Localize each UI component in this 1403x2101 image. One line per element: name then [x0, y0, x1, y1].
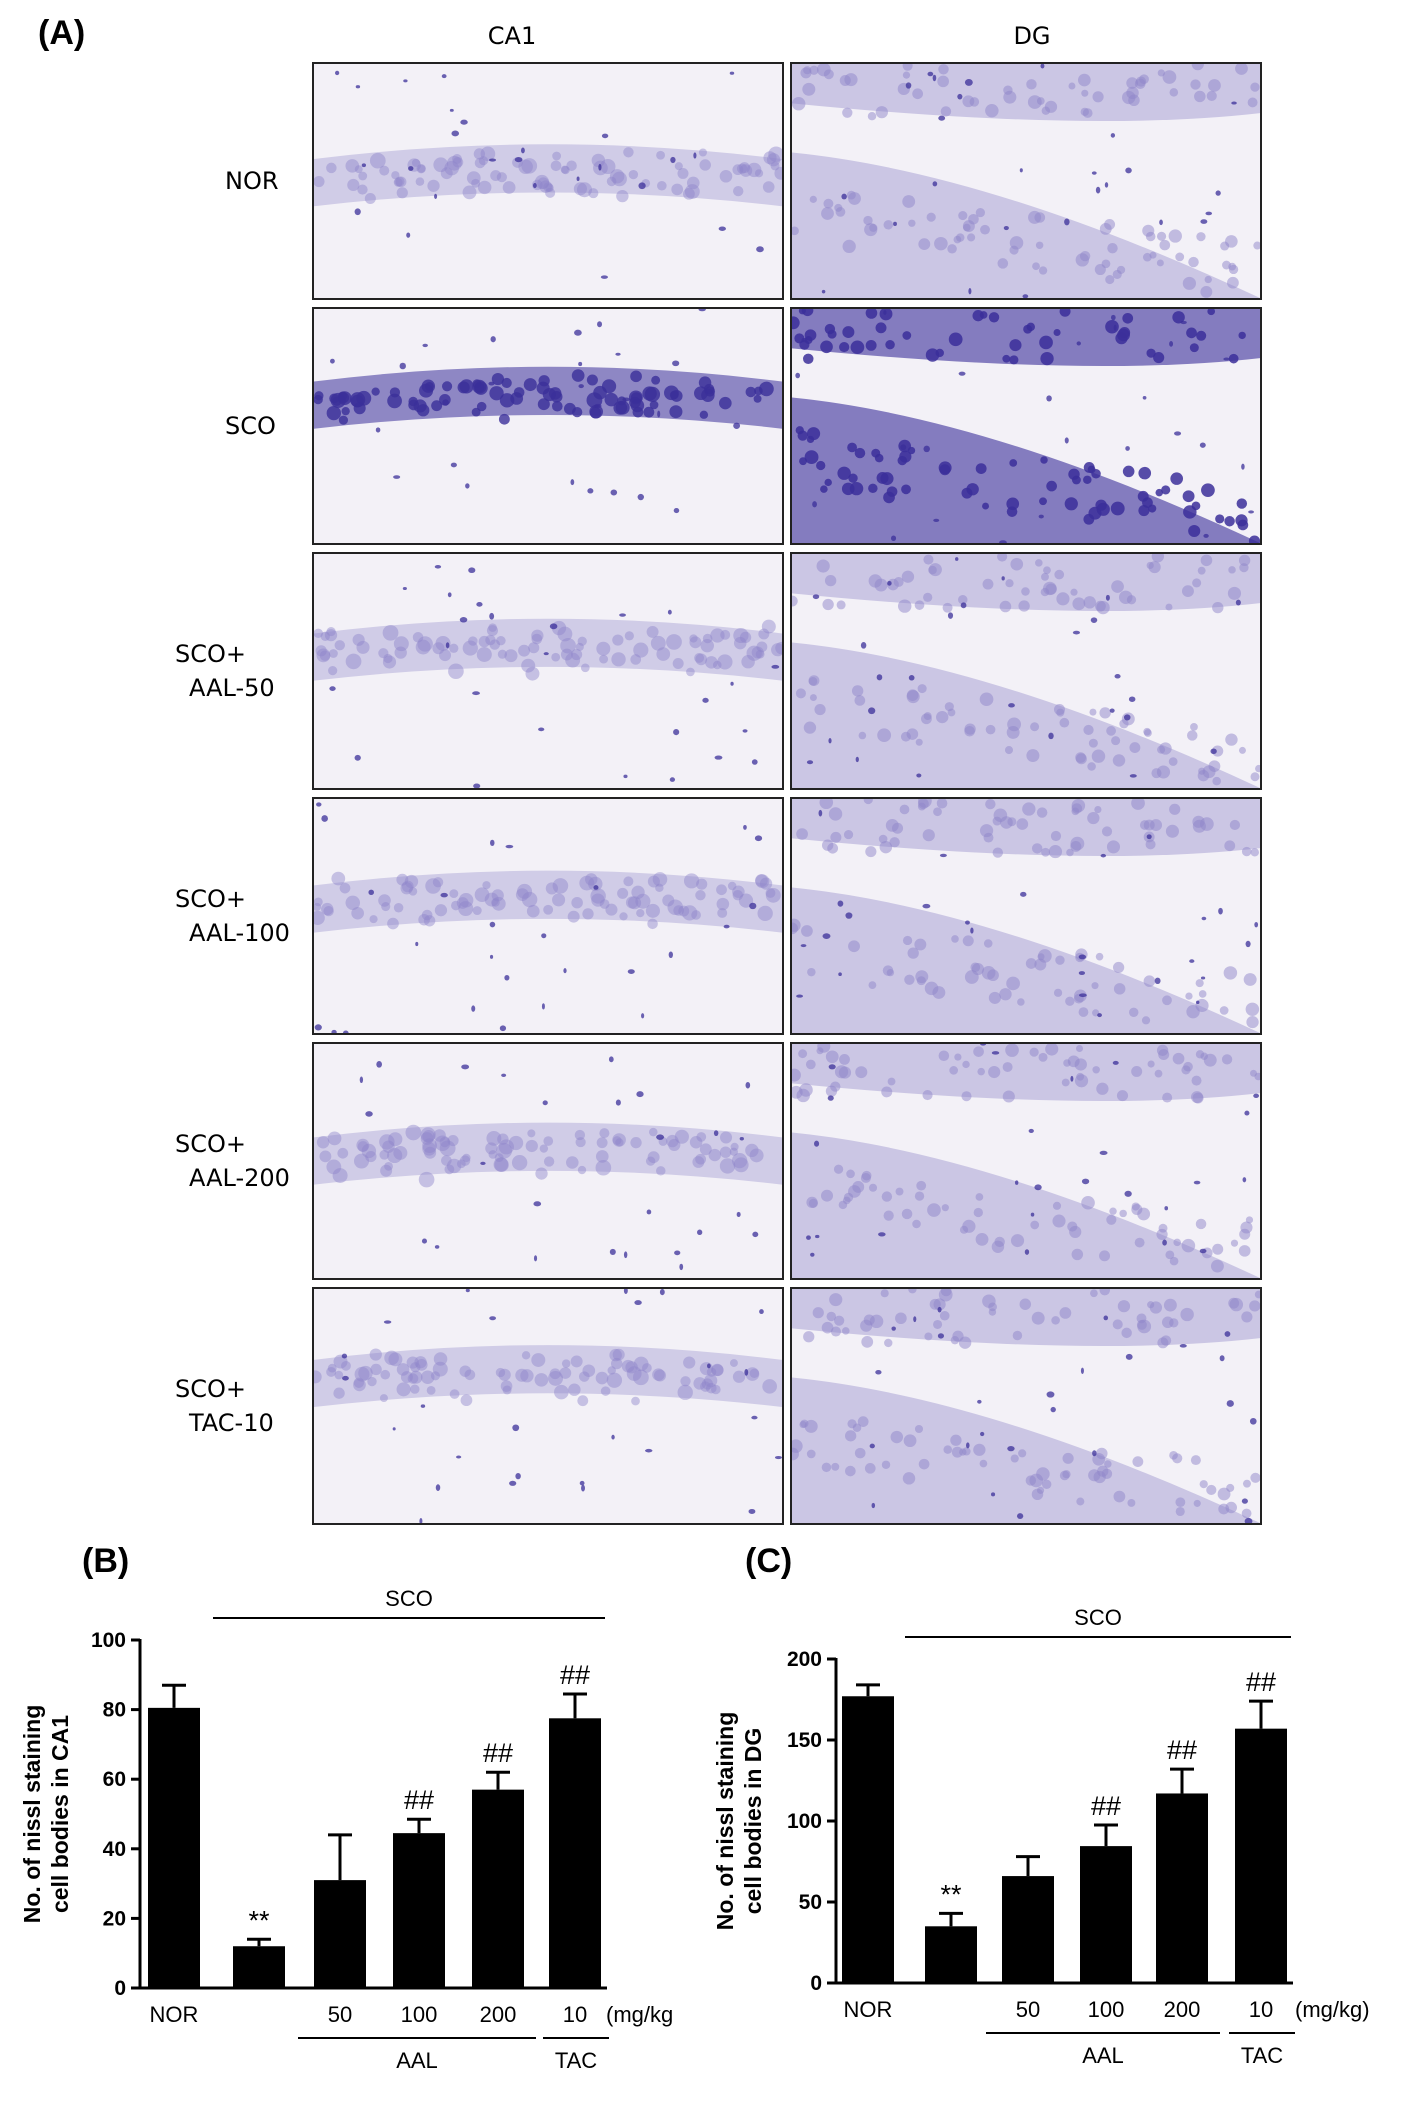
- micrograph-dg-5: [790, 1287, 1262, 1525]
- y-tick-label: 20: [103, 1907, 126, 1930]
- x-tick-label: 200: [480, 2002, 517, 2027]
- column-header-dg: DG: [1013, 22, 1051, 50]
- row-label-5: SCO+ TAC-10: [175, 1372, 315, 1440]
- row-label-line1: SCO: [225, 412, 276, 440]
- significance-mark: ##: [483, 1738, 513, 1768]
- chart-nissl-ca1: 0 20 40 60 80 100 No. of nissl staining cell bo…: [0, 1570, 700, 2096]
- bar: [472, 1789, 524, 1988]
- row-label-line1: SCO+: [175, 1130, 246, 1158]
- panel-a-letter: (A): [38, 14, 86, 52]
- row-label-2: SCO+ AAL-50: [175, 637, 315, 705]
- bar: [1080, 1846, 1132, 1983]
- bar: [1235, 1728, 1287, 1983]
- bar: [393, 1833, 445, 1988]
- micrograph-dg-1: [790, 307, 1262, 545]
- row-label-line2: AAL-100: [189, 919, 290, 947]
- row-label-1: SCO: [225, 409, 365, 443]
- y-tick-label: 60: [103, 1768, 126, 1791]
- micrograph-dg-4: [790, 1042, 1262, 1280]
- row-label-3: SCO+ AAL-100: [175, 882, 315, 950]
- x-tick-label: NOR: [150, 2002, 199, 2027]
- micrograph-ca1-4: [312, 1042, 784, 1280]
- micrograph-ca1-5: [312, 1287, 784, 1525]
- chart-nissl-dg: 0 50 100 150 200 No. of nissl staining cell bo…: [700, 1570, 1403, 2096]
- bar: [925, 1926, 977, 1983]
- unit-label: (mg/kg: [606, 2002, 673, 2027]
- row-label-line1: NOR: [225, 167, 279, 195]
- row-label-line1: SCO+: [175, 640, 246, 668]
- unit-label: (mg/kg): [1295, 1997, 1370, 2022]
- x-tick-label: NOR: [844, 1997, 893, 2022]
- row-label-line1: SCO+: [175, 885, 246, 913]
- x-tick-label: 10: [563, 2002, 587, 2027]
- micrograph-dg-3: [790, 797, 1262, 1035]
- row-label-line2: AAL-50: [189, 674, 275, 702]
- bar: [549, 1718, 601, 1988]
- row-label-line2: TAC-10: [189, 1409, 274, 1437]
- y-tick-label: 100: [787, 1810, 822, 1833]
- x-tick-label: 100: [1088, 1997, 1125, 2022]
- x-tick-label: 50: [1016, 1997, 1040, 2022]
- significance-mark: ##: [1091, 1791, 1121, 1821]
- row-label-4: SCO+ AAL-200: [175, 1127, 315, 1195]
- y-tick-label: 150: [787, 1729, 822, 1752]
- x-tick-label: 200: [1164, 1997, 1201, 2022]
- sco-group-label: SCO: [385, 1586, 433, 1611]
- y-tick-label: 80: [103, 1699, 126, 1722]
- y-tick-label: 200: [787, 1648, 822, 1671]
- y-axis-label-line2: cell bodies in DG: [740, 1728, 766, 1915]
- micrograph-ca1-1: [312, 307, 784, 545]
- y-tick-label: 0: [114, 1977, 126, 2000]
- significance-mark: ##: [1167, 1735, 1197, 1765]
- micrograph-dg-2: [790, 552, 1262, 790]
- bar: [1156, 1793, 1208, 1983]
- y-axis-label-line1: No. of nissl staining: [712, 1712, 738, 1931]
- y-tick-label: 100: [91, 1629, 126, 1652]
- micrograph-ca1-0: [312, 62, 784, 300]
- significance-mark: ##: [404, 1785, 434, 1815]
- bar: [314, 1880, 366, 1988]
- tac-group-label: TAC: [555, 2048, 597, 2073]
- significance-mark: ##: [1246, 1667, 1276, 1697]
- row-label-0: NOR: [225, 164, 365, 198]
- significance-mark: **: [248, 1905, 270, 1935]
- significance-mark: ##: [560, 1660, 590, 1690]
- y-tick-label: 0: [810, 1972, 822, 1995]
- aal-group-label: AAL: [1082, 2043, 1124, 2068]
- micrograph-dg-0: [790, 62, 1262, 300]
- x-tick-label: 50: [328, 2002, 352, 2027]
- aal-group-label: AAL: [396, 2048, 438, 2073]
- tac-group-label: TAC: [1241, 2043, 1283, 2068]
- row-label-line1: SCO+: [175, 1375, 246, 1403]
- column-header-ca1: CA1: [487, 22, 537, 50]
- y-tick-label: 40: [103, 1838, 126, 1861]
- y-axis-label-line2: cell bodies in CA1: [47, 1715, 73, 1913]
- significance-mark: **: [940, 1879, 962, 1909]
- micrograph-ca1-3: [312, 797, 784, 1035]
- y-axis-label-line1: No. of nissl staining: [19, 1705, 45, 1924]
- sco-group-label: SCO: [1074, 1605, 1122, 1630]
- bar: [233, 1946, 285, 1988]
- x-tick-label: 100: [401, 2002, 438, 2027]
- micrograph-ca1-2: [312, 552, 784, 790]
- bar: [842, 1696, 894, 1983]
- panel-b-letter: (B): [82, 1542, 130, 1580]
- bar: [148, 1707, 200, 1988]
- panel-c-letter: (C): [745, 1542, 793, 1580]
- bar: [1002, 1876, 1054, 1983]
- x-tick-label: 10: [1249, 1997, 1273, 2022]
- row-label-line2: AAL-200: [189, 1164, 290, 1192]
- y-tick-label: 50: [799, 1891, 822, 1914]
